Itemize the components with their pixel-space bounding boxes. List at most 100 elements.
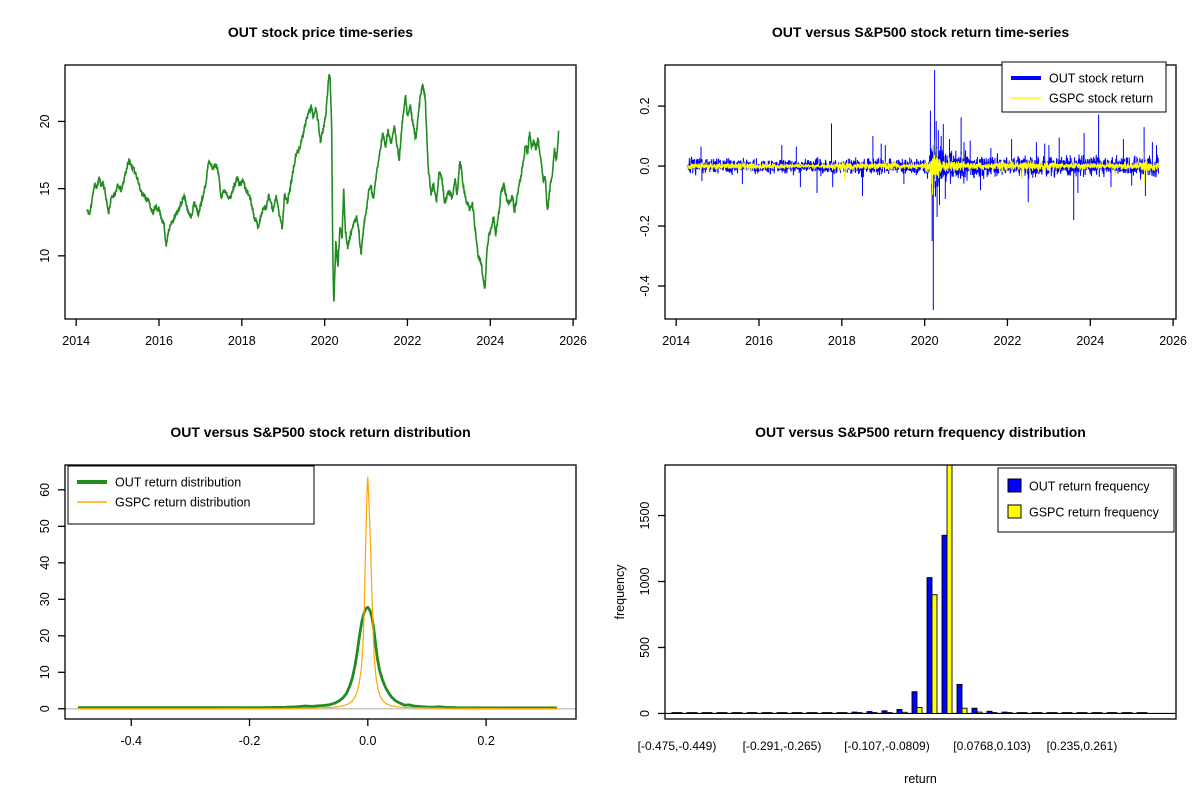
bar-out-return-frequency-bin-16 (911, 691, 918, 714)
chart-title-return-frequency: OUT versus S&P500 return frequency distr… (755, 424, 1086, 440)
bar-out-return-frequency-bin-29 (1106, 712, 1113, 714)
y-tick-label: 1500 (638, 502, 652, 530)
bar-gspc-return-frequency-bin-21 (991, 712, 998, 714)
bar-gspc-return-frequency-bin-25 (1051, 712, 1058, 714)
y-axis: 10 15 20 (38, 114, 65, 263)
x-tick-label: -0.2 (239, 734, 261, 748)
y-tick-label: 10 (38, 249, 52, 263)
legend-box (997, 467, 1175, 533)
bar-gspc-return-frequency-bin-9 (811, 712, 818, 714)
x-tick-label: 0.0 (359, 734, 376, 748)
chart-title-return-distribution: OUT versus S&P500 stock return distribut… (170, 424, 471, 440)
bar-gspc-return-frequency-bin-13 (871, 712, 878, 714)
bin-labels: [-0.475,-0.449) [-0.291,-0.265) [-0.107,-0… (638, 739, 1118, 753)
panel-return-timeseries: OUT versus S&P500 stock return time-seri… (600, 0, 1200, 400)
bar-out-return-frequency-bin-13 (866, 711, 873, 714)
bar-gspc-return-frequency-bin-17 (931, 594, 938, 714)
bar-out-return-frequency-bin-26 (1061, 712, 1068, 714)
bar-gspc-return-frequency-bin-12 (856, 712, 863, 714)
x-tick-label: 0.2 (477, 734, 494, 748)
bar-gspc-return-frequency-bin-0 (676, 712, 683, 714)
bar-gspc-return-frequency-bin-6 (766, 712, 773, 714)
bar-gspc-return-frequency-bin-8 (796, 712, 803, 714)
bar-out-return-frequency-bin-18 (941, 534, 948, 714)
bar-out-return-frequency-bin-31 (1136, 712, 1143, 714)
x-tick-label: 2020 (311, 334, 339, 348)
chart-return-frequency: 0 500 1000 1500 [-0.475,-0.449) [-0.291,-0.26… (613, 464, 1177, 786)
bar-out-return-frequency-bin-0 (671, 712, 678, 714)
bar-out-return-frequency-bin-15 (896, 709, 903, 714)
bar-out-return-frequency-bin-3 (716, 712, 723, 714)
x-tick-label: 2024 (1076, 334, 1104, 348)
y-axis: 0.2 0.0 -0.2 -0.4 (638, 97, 665, 297)
bar-out-return-frequency-bin-4 (731, 712, 738, 714)
x-tick-label: 2018 (828, 334, 856, 348)
bar-gspc-return-frequency-bin-16 (916, 707, 923, 714)
bars (671, 465, 1148, 714)
plot-box (664, 464, 1177, 720)
bar-gspc-return-frequency-bin-29 (1111, 712, 1118, 714)
bar-out-return-frequency-bin-10 (821, 712, 828, 714)
chart-title-price-timeseries: OUT stock price time-series (227, 24, 414, 40)
bar-out-return-frequency-bin-21 (986, 710, 993, 714)
y-tick-label: 0 (38, 705, 52, 712)
panel-return-frequency: OUT versus S&P500 return frequency distr… (600, 400, 1200, 800)
series-gspc-return-density (78, 476, 558, 710)
bar-out-return-frequency-bin-11 (836, 712, 843, 714)
x-tick-label: 2022 (394, 334, 422, 348)
bin-label: [0.235,0.261) (1047, 739, 1118, 753)
bar-gspc-return-frequency-bin-28 (1096, 712, 1103, 714)
series-out-return-density (78, 605, 558, 710)
plot-box (664, 64, 1177, 320)
bar-out-return-frequency-bin-20 (971, 707, 978, 714)
legend: OUT stock return GSPC stock return (1001, 61, 1167, 113)
legend-square-sample-out-return-frequency (1007, 478, 1022, 493)
y-tick-label: 20 (38, 629, 52, 643)
bar-gspc-return-frequency-bin-3 (721, 712, 728, 714)
y-axis: 0 500 1000 1500 (638, 502, 665, 717)
bar-out-return-frequency-bin-7 (776, 712, 783, 714)
x-axis: 2014 2016 2018 2020 2022 2024 2026 (662, 319, 1187, 348)
bar-gspc-return-frequency-bin-2 (706, 712, 713, 714)
chart-return-timeseries: 2014 2016 2018 2020 2022 2024 2026 0.2 0.0 -0.2 -0… (638, 61, 1187, 348)
x-axis-label: return (904, 772, 937, 786)
bar-out-return-frequency-bin-17 (926, 577, 933, 714)
bar-gspc-return-frequency-bin-23 (1021, 712, 1028, 714)
x-tick-label: 2024 (476, 334, 504, 348)
panel-return-distribution: OUT versus S&P500 stock return distribut… (0, 400, 600, 800)
bar-out-return-frequency-bin-24 (1031, 712, 1038, 714)
bar-out-return-frequency-bin-2 (701, 712, 708, 714)
bar-gspc-return-frequency-bin-20 (976, 711, 983, 714)
bar-gspc-return-frequency-bin-26 (1066, 712, 1073, 714)
y-tick-label: 0 (638, 710, 652, 717)
y-axis-label: frequency (613, 564, 627, 620)
legend: OUT return frequency GSPC return frequenc… (997, 467, 1175, 533)
y-tick-label: 30 (38, 592, 52, 606)
y-tick-label: -0.2 (638, 215, 652, 237)
bar-out-return-frequency-bin-12 (851, 711, 858, 714)
legend-label: GSPC stock return (1049, 92, 1153, 106)
y-tick-label: 500 (638, 637, 652, 658)
x-tick-label: 2016 (745, 334, 773, 348)
bar-gspc-return-frequency-bin-31 (1141, 712, 1148, 714)
y-tick-label: 0.2 (638, 97, 652, 114)
bar-gspc-return-frequency-bin-22 (1006, 712, 1013, 714)
plot-box (64, 464, 577, 720)
legend-label: OUT return frequency (1029, 480, 1150, 494)
bar-out-return-frequency-bin-6 (761, 712, 768, 714)
bar-out-return-frequency-bin-9 (806, 712, 813, 714)
bar-out-return-frequency-bin-19 (956, 683, 963, 714)
bar-gspc-return-frequency-bin-19 (961, 707, 968, 714)
y-axis: 0 10 20 30 40 50 60 (38, 483, 65, 712)
legend-label: GSPC return frequency (1029, 506, 1160, 520)
y-tick-label: 40 (38, 556, 52, 570)
y-tick-label: 1000 (638, 568, 652, 596)
y-tick-label: -0.4 (638, 275, 652, 297)
bin-label: [-0.291,-0.265) (743, 739, 822, 753)
bar-gspc-return-frequency-bin-11 (841, 712, 848, 714)
chart-title-return-timeseries: OUT versus S&P500 stock return time-seri… (771, 24, 1070, 40)
bar-out-return-frequency-bin-1 (686, 712, 693, 714)
bar-gspc-return-frequency-bin-14 (886, 712, 893, 714)
bar-gspc-return-frequency-bin-18 (946, 465, 953, 714)
